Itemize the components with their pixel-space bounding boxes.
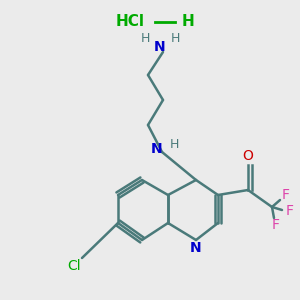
Text: F: F [282, 188, 290, 202]
Text: H: H [169, 137, 179, 151]
Text: HCl: HCl [116, 14, 145, 29]
Text: N: N [154, 40, 166, 54]
Text: F: F [286, 204, 294, 218]
Text: N: N [151, 142, 163, 156]
Text: O: O [243, 149, 254, 163]
Text: H: H [182, 14, 194, 29]
Text: Cl: Cl [67, 259, 81, 273]
Text: N: N [190, 241, 202, 255]
Text: H: H [170, 32, 180, 44]
Text: H: H [140, 32, 150, 44]
Text: F: F [272, 218, 280, 232]
